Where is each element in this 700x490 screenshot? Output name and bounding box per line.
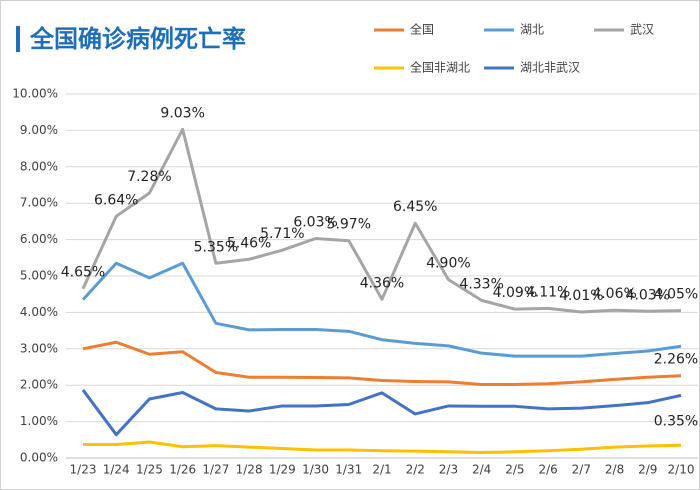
value-label: 5.46% [227,235,271,251]
y-tick-label: 2.00% [20,378,58,392]
y-tick-label: 3.00% [20,341,58,355]
y-tick-label: 7.00% [20,196,58,210]
x-tick-label: 1/25 [136,463,163,477]
value-label: 4.03% [626,287,670,303]
x-tick-label: 1/26 [169,463,196,477]
legend-label: 武汉 [630,23,654,37]
y-tick-label: 0.00% [20,451,58,465]
y-tick-label: 4.00% [20,305,58,319]
series-line [82,340,682,386]
value-label: 5.97% [327,217,371,233]
x-tick-label: 2/2 [406,463,425,477]
legend-label: 湖北非武汉 [520,60,580,75]
value-label: 4.01% [559,288,603,304]
value-label: 4.33% [459,276,503,292]
legend-label: 湖北 [520,22,544,37]
title-bar [16,26,20,52]
y-tick-label: 6.00% [20,232,58,246]
value-label: 4.05% [654,287,698,303]
legend-label: 全国非湖北 [410,60,470,75]
x-tick-label: 1/23 [70,463,97,477]
x-tick-label: 2/1 [372,463,391,477]
x-tick-label: 1/29 [269,463,296,477]
y-tick-label: 10.00% [12,87,58,101]
value-label: 7.28% [127,169,171,185]
x-tick-label: 1/31 [335,463,362,477]
legend-label: 全国 [410,22,434,37]
x-tick-label: 2/7 [572,463,591,477]
value-label: 4.11% [526,284,570,300]
value-label: 5.35% [194,239,238,255]
y-tick-label: 8.00% [20,159,58,173]
x-tick-label: 2/3 [439,463,458,477]
y-tick-label: 9.00% [20,123,58,137]
x-tick-label: 1/24 [103,463,130,477]
value-label: 5.71% [260,226,304,242]
value-label: 4.90% [426,256,470,272]
x-tick-label: 2/10 [668,463,695,477]
x-tick-label: 2/6 [538,463,557,477]
y-tick-label: 1.00% [20,414,58,428]
series-line [83,440,682,455]
value-label: 4.06% [592,286,636,302]
value-label: 0.35% [654,413,698,429]
x-tick-label: 2/9 [638,463,657,477]
series-line [81,127,682,314]
value-label: 9.03% [160,105,204,121]
chart-title: 全国确诊病例死亡率 [29,25,246,53]
x-tick-label: 2/5 [505,463,524,477]
x-tick-label: 1/27 [202,463,229,477]
value-label: 4.36% [360,275,404,291]
x-tick-label: 1/30 [302,463,329,477]
value-label: 6.45% [393,199,437,215]
value-label: 6.03% [293,215,337,231]
x-tick-label: 1/28 [236,463,263,477]
value-label: 6.64% [94,192,138,208]
y-tick-label: 5.00% [20,269,58,283]
series-line [81,389,682,437]
value-label: 4.09% [493,285,537,301]
value-label: 4.65% [61,265,105,281]
value-label: 2.26% [654,352,698,368]
series-line [81,261,682,358]
x-tick-label: 2/8 [605,463,624,477]
x-tick-label: 2/4 [472,463,491,477]
